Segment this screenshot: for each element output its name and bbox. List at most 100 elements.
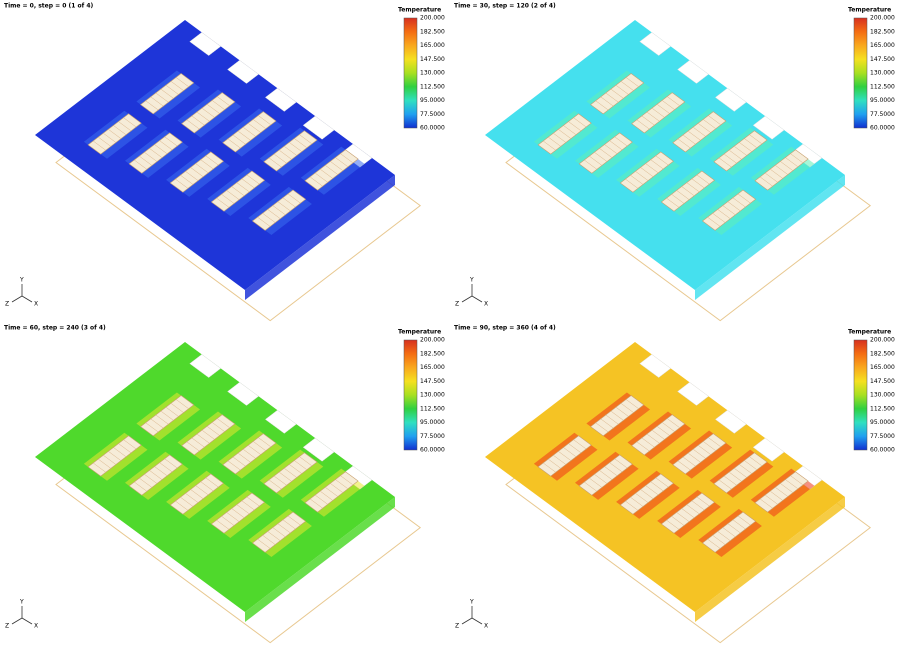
- rack-slot: [645, 485, 659, 496]
- rack-slot: [164, 136, 178, 147]
- rack-slot: [185, 493, 199, 503]
- axis-label: Z: [5, 301, 9, 308]
- rack-slot: [309, 498, 323, 509]
- rack-slot: [677, 460, 691, 471]
- rack-slot: [186, 119, 200, 130]
- rack-slot: [599, 148, 613, 158]
- rack-slot: [636, 119, 650, 130]
- rack-slot: [195, 485, 209, 496]
- rack-slot: [98, 458, 111, 469]
- rack-slot: [573, 117, 587, 128]
- rack-slot: [289, 464, 302, 474]
- rack-slot: [282, 519, 296, 530]
- rack-slot: [614, 458, 628, 469]
- rack-slot: [267, 531, 281, 541]
- rack-slot: [227, 138, 241, 149]
- rack-slot: [691, 500, 705, 511]
- rack-slot: [764, 172, 778, 183]
- rack-slot: [262, 535, 276, 545]
- axis-label: X: [484, 301, 488, 308]
- rack-slot: [563, 125, 577, 135]
- rack-slot: [646, 111, 660, 122]
- rack-slot: [589, 155, 603, 166]
- panel-title: Time = 0, step = 0 (1 of 4): [4, 3, 93, 10]
- rack-slot: [594, 152, 608, 162]
- rack-slot: [196, 111, 210, 122]
- rack-slot: [246, 174, 260, 185]
- rack-slot: [134, 481, 148, 492]
- rack-slot: [200, 481, 214, 492]
- rack-slot: [201, 107, 215, 118]
- legend-label: 112.500: [870, 83, 895, 90]
- notch: [302, 437, 335, 462]
- rack-slot: [340, 475, 354, 486]
- rack-slot: [790, 153, 804, 164]
- rack-slot: [764, 494, 778, 505]
- rack-slot: [267, 209, 281, 219]
- rack-slot: [227, 460, 241, 471]
- rack-slot: [320, 168, 333, 179]
- rack-slot: [722, 205, 736, 216]
- rack-slot: [144, 152, 158, 162]
- rack-slot: [594, 474, 608, 484]
- rack-slot: [712, 213, 726, 223]
- rack-slot: [641, 115, 655, 126]
- rack-slot: [600, 96, 614, 107]
- rack-slot: [722, 527, 736, 538]
- rack-slot: [216, 197, 230, 208]
- rack-slot: [325, 487, 338, 497]
- rack-slot: [723, 475, 737, 486]
- rack-slot: [268, 479, 282, 490]
- rack-slot: [563, 447, 577, 457]
- rack-slot: [558, 451, 572, 461]
- rack-slot: [123, 117, 137, 128]
- rack-slot: [253, 119, 266, 129]
- rack-slot: [655, 477, 669, 488]
- rack-slot: [687, 452, 701, 463]
- rack-slot: [236, 182, 250, 193]
- rack-slot: [309, 176, 323, 187]
- rack-slot: [155, 92, 169, 103]
- rack-slot: [686, 504, 700, 515]
- rack-slot: [294, 138, 308, 148]
- legend-label: 95.0000: [420, 419, 445, 426]
- legend-label: 77.5000: [870, 111, 895, 118]
- rack-slot: [231, 186, 245, 196]
- rack-slot: [625, 178, 639, 189]
- rack-slot: [650, 481, 664, 492]
- legend-label: 60.0000: [870, 125, 895, 132]
- rack-slot: [144, 474, 158, 484]
- rack-slot: [620, 403, 634, 413]
- rack-slot: [656, 426, 670, 436]
- rack-slot: [744, 460, 758, 470]
- rack-slot: [630, 174, 644, 185]
- rack-slot: [558, 129, 572, 139]
- rack-slot: [237, 452, 251, 463]
- rack-slot: [770, 490, 783, 501]
- rack-slot: [185, 171, 199, 181]
- rack-slot: [717, 209, 731, 219]
- rack-slot: [154, 466, 168, 476]
- legend-label: 182.500: [870, 28, 895, 35]
- rack-slot: [216, 96, 230, 106]
- legend-title: Temperature: [398, 329, 441, 336]
- rack-slot: [661, 422, 675, 432]
- rack-slot: [272, 527, 286, 538]
- rack-slot: [666, 96, 680, 106]
- rack-slot: [272, 205, 286, 216]
- rack-slot: [320, 490, 333, 501]
- axis-label: Y: [19, 599, 24, 606]
- rack-slot: [103, 455, 117, 465]
- legend-label: 165.000: [870, 42, 895, 49]
- color-bar: [403, 339, 418, 451]
- rack-slot: [666, 519, 680, 530]
- rack-slot: [625, 399, 639, 409]
- rack-slot: [734, 146, 747, 156]
- rack-slot: [242, 126, 256, 137]
- legend-label: 182.500: [870, 350, 895, 357]
- axis-label: Z: [5, 623, 9, 630]
- rack-slot: [671, 194, 685, 204]
- rack-slot: [609, 462, 623, 473]
- color-bar: [853, 339, 868, 451]
